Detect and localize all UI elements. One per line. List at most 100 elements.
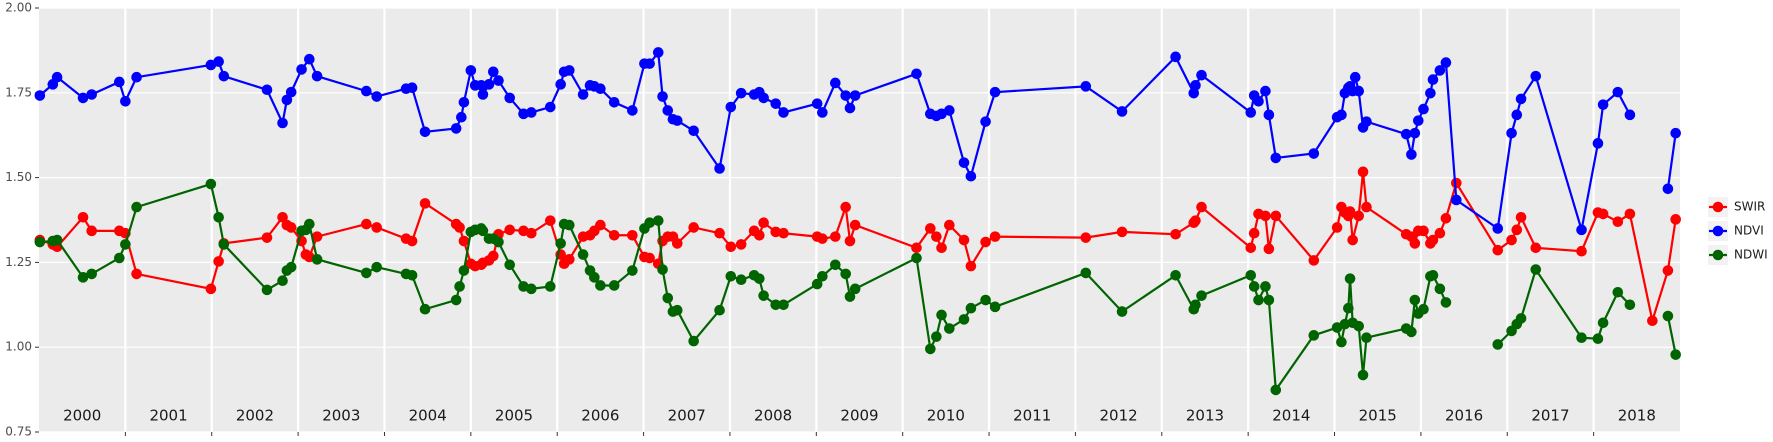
data-point [1492,244,1504,256]
data-point [1170,269,1181,281]
data-point [714,227,725,239]
data-point [1576,224,1587,236]
data-point [1190,215,1201,226]
data-point [1427,234,1439,246]
data-point [526,283,537,295]
data-point [1270,384,1282,396]
data-point [51,71,63,83]
data-point [218,70,230,82]
data-point [1308,148,1320,159]
data-point [1248,281,1260,292]
data-point [1263,243,1275,255]
data-point [493,236,504,248]
data-point [595,280,606,291]
data-point [504,224,516,236]
data-point [555,238,566,249]
y-tick-label: 1.00 [5,340,32,354]
data-point [965,260,977,272]
data-point [662,292,674,304]
data-point [608,96,620,108]
data-point [608,280,620,291]
y-tick-label: 0.75 [5,425,32,439]
year-label: 2008 [754,407,792,425]
data-point [1418,225,1429,237]
data-point [758,92,769,104]
data-point [1597,317,1609,329]
data-point [1492,339,1504,350]
data-point [662,105,674,116]
data-point [261,84,273,96]
data-point [1409,127,1421,139]
data-point [1170,51,1181,63]
data-point [1427,269,1439,281]
data-point [131,201,142,213]
year-label: 2009 [840,407,878,425]
data-point [1530,264,1542,275]
data-point [1427,74,1439,85]
data-point [1597,99,1609,110]
data-point [1336,336,1347,348]
data-point [361,85,372,97]
data-point [406,235,418,247]
data-point [454,281,465,292]
data-point [1406,326,1417,338]
year-label: 2005 [495,407,533,425]
data-point [608,229,620,241]
data-point [1418,103,1429,115]
year-label: 2015 [1359,407,1397,425]
data-point [1336,109,1347,121]
data-point [1308,330,1320,341]
data-point [811,98,823,109]
data-point [205,178,217,190]
data-point [1434,283,1446,295]
data-point [1253,95,1264,107]
data-point [911,252,922,264]
data-point [644,252,655,264]
data-point [1361,116,1372,127]
data-point [304,53,315,65]
data-point [114,252,125,264]
series [34,47,1681,236]
data-point [1196,69,1207,81]
data-point [1409,238,1421,249]
data-point [1592,138,1604,149]
data-point [671,304,683,316]
data-point [1353,85,1365,97]
data-point [770,98,782,109]
data-point [1434,65,1446,76]
data-point [1190,80,1201,91]
data-point [980,294,991,306]
data-point [1331,222,1343,233]
data-point [34,90,46,101]
data-point [1511,109,1523,121]
data-point [120,95,131,107]
data-point [456,111,467,123]
data-point [1347,234,1358,246]
data-point [652,215,664,226]
data-point [371,261,383,273]
data-point [1647,315,1658,327]
y-tick-label: 1.25 [5,255,32,269]
legend-dot [1712,201,1724,213]
data-point [714,304,725,316]
data-point [406,269,418,281]
data-point [555,79,566,90]
year-label: 2017 [1531,407,1569,425]
data-point [830,259,841,271]
data-point [965,170,977,182]
data-point [1576,245,1587,257]
data-point [1662,265,1674,276]
data-point [277,275,288,287]
data-point [545,281,556,292]
data-point [77,272,89,283]
year-label: 2004 [409,407,447,425]
data-point [840,201,851,213]
data-point [483,79,495,90]
data-point [652,47,664,58]
data-point [754,229,765,241]
data-point [844,235,856,247]
data-point [1270,152,1282,164]
data-point [936,242,947,254]
legend-dot [1712,249,1724,261]
data-point [465,65,477,76]
